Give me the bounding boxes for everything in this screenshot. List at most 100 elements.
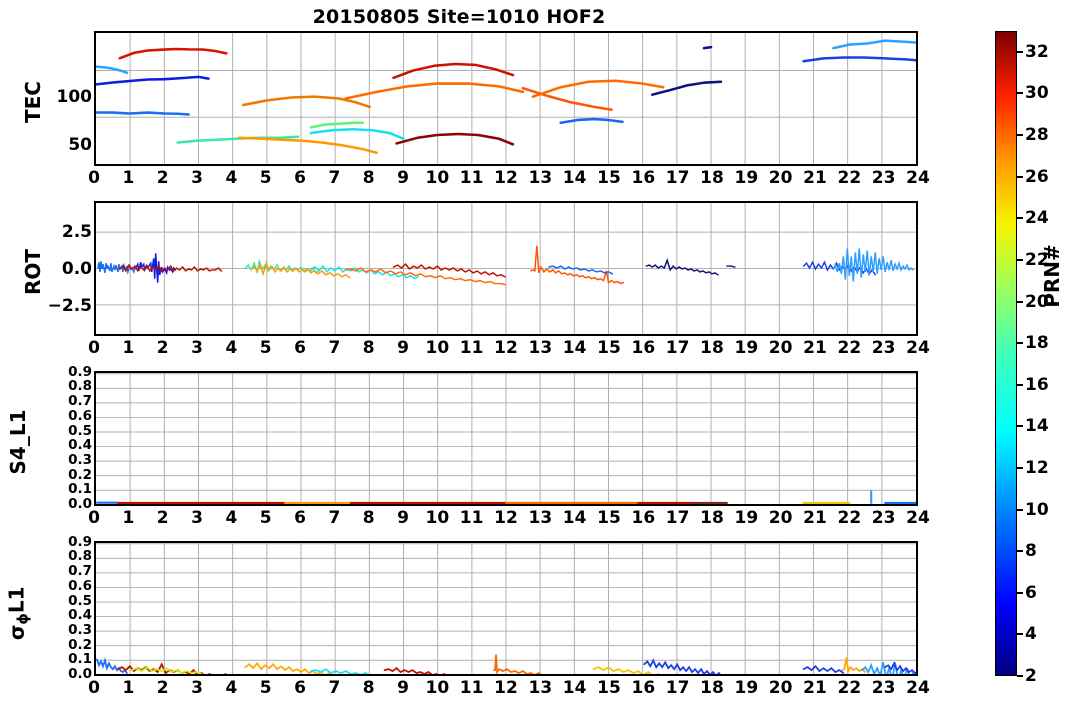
tec-ytick: 100 bbox=[56, 87, 93, 107]
sigmaphi-ytick: 0.9 bbox=[68, 534, 92, 550]
tec-arc-prn4 bbox=[702, 45, 713, 50]
prn-colorbar-ticks: 2 4 6 8 10 12 14 16 18 20 22 24 26 28 30… bbox=[1017, 31, 1075, 686]
cb-tick-label: 32 bbox=[1025, 41, 1049, 62]
xtick: 9 bbox=[397, 678, 409, 698]
sigmaphi-seg-prn8 bbox=[96, 657, 128, 674]
cb-tick-mark bbox=[1017, 300, 1023, 303]
tec-arc-prn26b bbox=[531, 79, 665, 98]
rot-svg bbox=[96, 203, 916, 334]
rot-ytick: 0.0 bbox=[61, 259, 92, 279]
cb-tick-label: 10 bbox=[1025, 499, 1049, 520]
tec-gridlines bbox=[96, 33, 916, 164]
sigmaphi-seg-prn11 bbox=[861, 662, 915, 674]
prn-colorbar-label: PRN# bbox=[1040, 244, 1064, 308]
xtick: 21 bbox=[803, 168, 827, 188]
xtick: 8 bbox=[362, 508, 375, 528]
tec-arc-prn10 bbox=[96, 65, 129, 75]
cb-tick-label: 8 bbox=[1025, 541, 1037, 562]
xtick: 2 bbox=[156, 508, 169, 528]
xtick: 6 bbox=[294, 338, 306, 358]
sigmaphi-seg-prn13 bbox=[310, 668, 370, 674]
cb-tick-mark bbox=[1017, 134, 1023, 136]
cb-tick-label: 18 bbox=[1025, 333, 1049, 354]
xtick: 1 bbox=[122, 678, 135, 698]
xtick: 16 bbox=[631, 508, 656, 528]
s4l1-ytick: 0.5 bbox=[68, 423, 92, 439]
xtick: 15 bbox=[597, 508, 621, 528]
xtick: 23 bbox=[871, 678, 896, 698]
xtick: 0 bbox=[88, 168, 100, 188]
xtick: 19 bbox=[734, 168, 759, 188]
s4l1-ytick: 0.8 bbox=[68, 378, 92, 394]
s4l1-ytick: 0.4 bbox=[68, 437, 92, 453]
xtick: 12 bbox=[494, 508, 518, 528]
cb-tick-label: 24 bbox=[1025, 208, 1049, 229]
cb-tick-mark bbox=[1017, 92, 1023, 95]
cb-tick-mark bbox=[1017, 466, 1023, 469]
rot-arc-prn3 bbox=[645, 257, 719, 276]
xtick: 22 bbox=[837, 678, 862, 698]
xtick: 3 bbox=[191, 678, 203, 698]
sigmaphi-ytick: 0.8 bbox=[68, 548, 92, 564]
sigmaphi-ytick: 0.4 bbox=[68, 607, 92, 623]
xtick: 18 bbox=[700, 508, 724, 528]
rot-xaxis: 0 1 2 3 4 5 6 7 8 9 10 11 12 13 14 15 16… bbox=[88, 338, 930, 360]
tec-arc-prn32 bbox=[395, 132, 515, 146]
sigmaphi-ytick: 0.5 bbox=[68, 593, 92, 609]
tec-arc-prn24 bbox=[238, 136, 378, 155]
sigmaphi-plot-area[interactable] bbox=[94, 541, 918, 676]
rot-arc-prn3b bbox=[726, 265, 736, 268]
cb-tick-mark bbox=[1017, 508, 1023, 511]
s4l1-plot-area[interactable] bbox=[94, 371, 918, 506]
sigmaphi-seg-prn6b bbox=[884, 661, 916, 674]
sigmaphi-seg-prn6a bbox=[802, 664, 845, 674]
xtick: 2 bbox=[156, 168, 169, 188]
xtick: 16 bbox=[631, 338, 656, 358]
sigmaphi-spike-prn26 bbox=[493, 654, 555, 674]
xtick: 20 bbox=[768, 338, 793, 358]
xtick: 6 bbox=[294, 168, 306, 188]
xtick: 3 bbox=[191, 338, 203, 358]
sigmaphi-ytick: 0.1 bbox=[68, 651, 92, 667]
xtick: 13 bbox=[528, 338, 553, 358]
tec-arc-prn5 bbox=[96, 75, 210, 86]
rot-plot-area[interactable] bbox=[94, 201, 918, 336]
xtick: 21 bbox=[803, 338, 827, 358]
sigmaphi-svg bbox=[96, 543, 916, 674]
tec-ytick: 50 bbox=[68, 135, 92, 155]
tec-arc-prn28 bbox=[118, 47, 228, 60]
rot-ytick-labels: 2.5 0.0 −2.5 bbox=[0, 201, 92, 336]
rot-gridlines bbox=[96, 203, 916, 334]
xtick: 4 bbox=[225, 168, 238, 188]
xtick: 6 bbox=[294, 508, 306, 528]
xtick: 16 bbox=[631, 678, 656, 698]
xtick: 12 bbox=[494, 338, 518, 358]
tec-arc-prn8 bbox=[96, 111, 190, 116]
cb-tick-mark bbox=[1017, 550, 1023, 553]
xtick: 9 bbox=[397, 338, 409, 358]
xtick: 0 bbox=[88, 678, 100, 698]
xtick: 16 bbox=[631, 168, 656, 188]
xtick: 11 bbox=[459, 338, 484, 358]
xtick: 14 bbox=[562, 508, 587, 528]
xtick: 3 bbox=[191, 508, 203, 528]
xtick: 21 bbox=[803, 508, 827, 528]
s4l1-ytick: 0.3 bbox=[68, 452, 92, 468]
xtick: 22 bbox=[837, 338, 862, 358]
xtick: 13 bbox=[528, 168, 553, 188]
rot-traces bbox=[97, 245, 914, 286]
xtick: 10 bbox=[425, 168, 450, 188]
tec-plot-area[interactable] bbox=[94, 31, 918, 166]
xtick: 23 bbox=[871, 338, 896, 358]
cb-tick-mark bbox=[1017, 258, 1023, 261]
xtick: 4 bbox=[225, 508, 238, 528]
cb-tick-mark bbox=[1017, 425, 1023, 428]
s4l1-gridlines bbox=[96, 373, 916, 504]
sigmaphi-spike-prn24b bbox=[841, 657, 867, 674]
xtick: 9 bbox=[397, 168, 409, 188]
prn-colorbar[interactable] bbox=[995, 31, 1017, 676]
xtick: 10 bbox=[425, 338, 450, 358]
xtick: 1 bbox=[122, 168, 135, 188]
xtick: 5 bbox=[259, 338, 272, 358]
